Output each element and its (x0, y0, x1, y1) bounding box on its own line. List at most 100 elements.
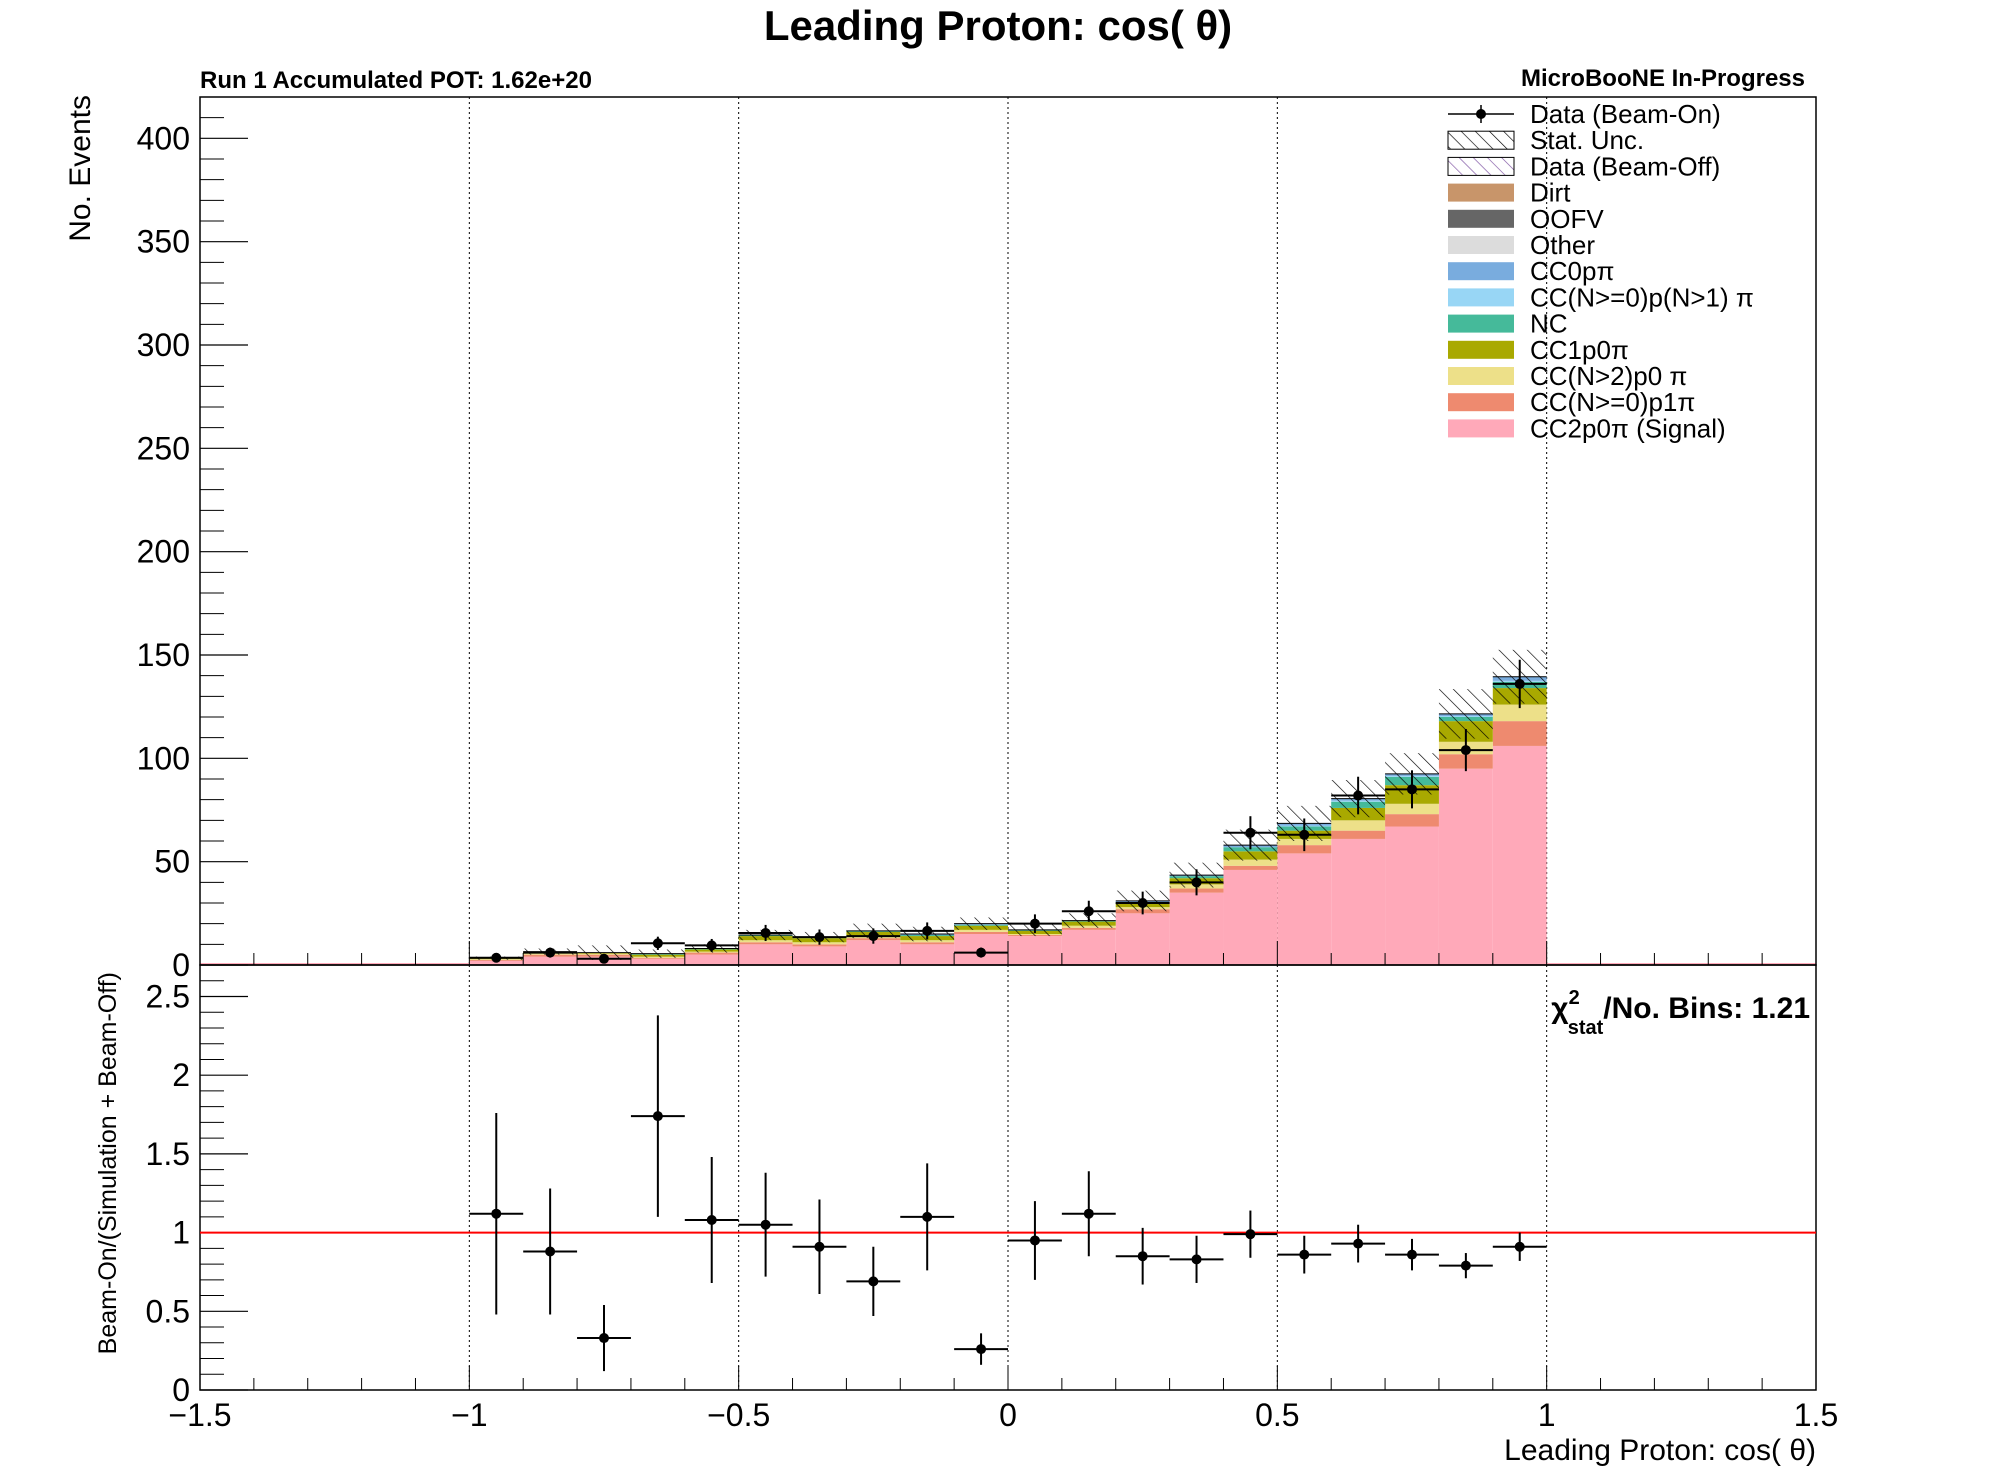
data-point-5 (760, 927, 771, 938)
legend-entry-11: CC(N>=0)p1π (1448, 387, 1695, 417)
bar-Signal-bin-1 (523, 956, 578, 965)
x-tick-label-5: 1 (1538, 1397, 1556, 1433)
y-tick-label-ratio-3: 1.5 (146, 1136, 190, 1172)
data-point-4 (706, 940, 717, 951)
bar-CCN2p0pi-bin-16 (1331, 820, 1386, 831)
bar-CCNp1pi-bin-9 (954, 931, 1008, 934)
data-point-16 (1353, 790, 1364, 801)
x-tick-label-6: 1.5 (1794, 1397, 1838, 1433)
legend-entry-5: Other (1448, 230, 1595, 260)
bar-CCNp1pi-bin-11 (1061, 927, 1116, 930)
bar-CCNp1pi-bin-16 (1331, 830, 1386, 839)
data-point-15 (1299, 829, 1310, 840)
y-tick-label-top-0: 0 (172, 947, 190, 983)
bar-Signal-bin-8 (900, 944, 955, 965)
data-point-14 (1245, 827, 1256, 838)
y-tick-label-ratio-0: 0 (172, 1372, 190, 1408)
y-tick-label-top-5: 250 (137, 430, 190, 466)
y-tick-label-ratio-2: 1 (172, 1215, 190, 1251)
bar-Signal-bin-11 (1061, 929, 1116, 965)
bar-CCN2p0pi-bin-19 (1492, 704, 1547, 722)
bar-Signal-bin-15 (1277, 853, 1332, 965)
ratio-point-6 (814, 1241, 825, 1252)
chi2-superscript: 2 (1569, 987, 1580, 1009)
legend-entry-4: OOFV (1448, 204, 1604, 234)
legend-entry-1: Stat. Unc. (1447, 125, 1644, 155)
bar-Signal-bin-13 (1169, 892, 1224, 965)
x-axis-title: Leading Proton: cos( θ) (1504, 1434, 1816, 1467)
legend-entry-6: CC0pπ (1448, 256, 1614, 286)
bar-Signal-bin-17 (1385, 826, 1439, 965)
ratio-panel: 0 0.5 1 1.5 2 2.5 −1.5 −1 −0.5 0 0.5 1 1.5 Beam-On/(… (94, 964, 1838, 1467)
legend-label: CC0pπ (1530, 256, 1614, 286)
legend-label: Data (Beam-On) (1530, 99, 1721, 129)
bar-Signal-bin-6 (792, 946, 847, 965)
bar-Signal-bin-14 (1223, 869, 1278, 965)
legend-label: CC(N>2)p0 π (1530, 361, 1687, 391)
bar-CCN2p0pi-bin-14 (1223, 859, 1278, 866)
y-tick-label-top-1: 50 (154, 844, 190, 880)
ratio-point-18 (1460, 1260, 1471, 1271)
chart-title: Leading Proton: cos( θ) (764, 2, 1232, 49)
legend: Data (Beam-On)Stat. Unc.Data (Beam-Off)D… (1447, 99, 1754, 443)
data-point-18 (1460, 745, 1471, 756)
bar-CCNp1pi-bin-19 (1492, 721, 1547, 746)
bar-Signal-bin-10 (1008, 936, 1062, 965)
bar-CCNp1pi-bin-6 (792, 944, 847, 947)
legend-swatch (1448, 236, 1514, 254)
ratio-point-12 (1137, 1251, 1148, 1262)
ratio-point-19 (1514, 1241, 1525, 1252)
y-tick-label-top-7: 350 (137, 224, 190, 260)
legend-marker-dot (1476, 109, 1486, 119)
bar-CCNp1pi-bin-8 (900, 942, 955, 945)
y-tick-label-top-3: 150 (137, 637, 190, 673)
x-tick-label-3: 0 (999, 1397, 1017, 1433)
ratio-point-5 (760, 1219, 771, 1230)
bar-CCN2p0pi-bin-17 (1385, 803, 1439, 815)
bottom-grid (468, 965, 1548, 1390)
legend-entry-3: Dirt (1448, 178, 1571, 208)
legend-label: Other (1530, 230, 1595, 260)
legend-swatch (1448, 262, 1514, 281)
bar-Signal-bin-3 (630, 958, 685, 965)
ratio-point-7 (868, 1276, 879, 1287)
y-tick-label-top-6: 300 (137, 327, 190, 363)
ratio-point-15 (1299, 1249, 1310, 1260)
bar-Signal-bin-18 (1438, 768, 1493, 965)
x-tick-label-1: −1 (451, 1397, 487, 1433)
bar-CCNp1pi-bin-5 (738, 942, 793, 945)
y-tick-label-ratio-1: 0.5 (146, 1293, 190, 1329)
legend-label: CC(N>=0)p1π (1530, 387, 1695, 417)
y-tick-label-top-2: 100 (137, 740, 190, 776)
y-axis-title-top: No. Events (64, 95, 97, 242)
x-tick-label-4: 0.5 (1255, 1397, 1299, 1433)
legend-entry-8: NC (1448, 309, 1568, 339)
legend-label: CC(N>=0)p(N>1) π (1530, 282, 1754, 312)
bar-CCNp1pi-bin-4 (684, 952, 739, 955)
bar-Signal-bin-7 (846, 940, 901, 965)
legend-swatch (1448, 209, 1514, 228)
ratio-point-9 (976, 1344, 987, 1355)
ratio-point-16 (1353, 1238, 1364, 1249)
y-tick-label-top-8: 400 (137, 120, 190, 156)
ratio-points (469, 1015, 1547, 1372)
ratio-point-11 (1083, 1208, 1094, 1219)
legend-label: Dirt (1530, 178, 1571, 208)
bar-CCN2p0pi-bin-9 (954, 929, 1008, 932)
legend-swatch (1448, 419, 1514, 438)
legend-label: NC (1530, 309, 1568, 339)
legend-entry-9: CC1p0π (1448, 335, 1629, 365)
bar-Signal-bin-16 (1331, 838, 1386, 965)
ratio-point-14 (1245, 1229, 1256, 1240)
ratio-point-0 (491, 1208, 502, 1219)
data-point-1 (545, 947, 556, 958)
legend-swatch (1448, 288, 1514, 307)
data-points (469, 659, 1547, 964)
ratio-point-13 (1191, 1254, 1202, 1265)
data-point-10 (1029, 918, 1040, 929)
legend-label: Stat. Unc. (1530, 125, 1644, 155)
legend-swatch (1448, 367, 1514, 385)
data-point-17 (1407, 784, 1417, 795)
ratio-point-4 (706, 1215, 717, 1225)
